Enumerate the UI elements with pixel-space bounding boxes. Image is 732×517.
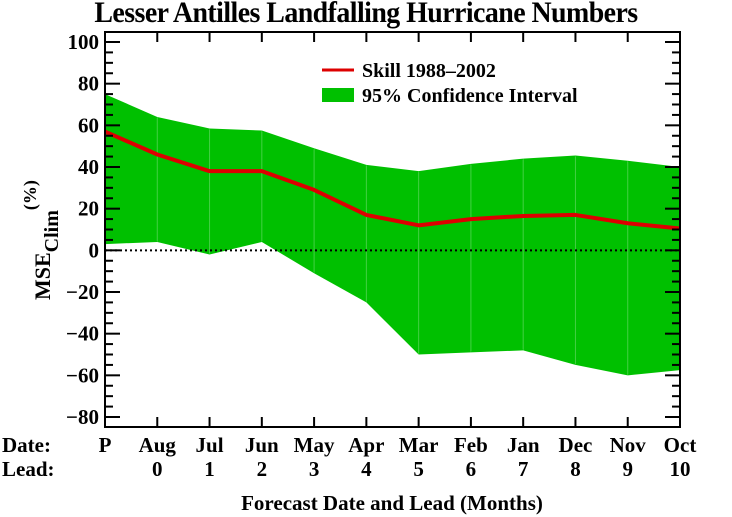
skill-line [104, 129, 681, 231]
y-tick-label: −80 [66, 405, 99, 429]
x-axis-label: Forecast Date and Lead (Months) [241, 491, 543, 515]
x-lead-label: 5 [413, 457, 424, 481]
chart-title: Lesser Antilles Landfalling Hurricane Nu… [94, 0, 638, 29]
y-axis-label-main: MSE [30, 252, 55, 300]
y-tick-label: 100 [68, 30, 100, 54]
confidence-band-segment [261, 130, 315, 274]
x-date-label: May [294, 433, 335, 457]
legend-ci-swatch [322, 88, 354, 102]
confidence-band-segment [575, 155, 628, 376]
y-tick-label: 60 [78, 113, 99, 137]
x-lead-label: 8 [570, 457, 581, 481]
y-tick-label: 40 [78, 155, 99, 179]
x-lead-label: 7 [518, 457, 529, 481]
x-date-label: Nov [610, 433, 647, 457]
confidence-band-segment [627, 160, 680, 376]
confidence-band-segment [105, 94, 158, 245]
x-date-label: Dec [559, 433, 593, 457]
date-row-label: Date: [2, 433, 51, 457]
confidence-band-segment [157, 117, 210, 255]
confidence-band-segment [523, 155, 576, 365]
x-date-label: Mar [399, 433, 439, 457]
y-axis-label-sup: (%) [20, 180, 41, 210]
x-lead-label: 6 [466, 457, 477, 481]
confidence-band-segment [314, 148, 367, 303]
x-lead-label: 4 [361, 457, 372, 481]
x-date-label: Feb [454, 433, 488, 457]
confidence-band-segment [366, 164, 419, 355]
y-axis-label-sub: Clim [41, 210, 63, 253]
y-tick-label: 80 [78, 72, 99, 96]
x-date-label: P [99, 433, 112, 457]
x-lead-label: 3 [309, 457, 320, 481]
confidence-band-segment [209, 128, 262, 255]
x-date-label: Apr [348, 433, 384, 457]
confidence-band-layer [105, 94, 680, 376]
y-tick-label: −40 [66, 322, 99, 346]
x-lead-label: 10 [670, 457, 691, 481]
y-ticks: 100 80 60 40 20 0 −20 −40 −60 −80 [66, 30, 680, 429]
confidence-band-segment [470, 158, 524, 353]
x-date-label: Jun [245, 433, 279, 457]
legend: Skill 1988–2002 95% Confidence Interval [322, 60, 578, 107]
x-lead-label: 0 [152, 457, 163, 481]
legend-ci-label: 95% Confidence Interval [362, 85, 578, 107]
svg-text:MSEClim(%): MSEClim(%) [20, 180, 63, 300]
y-axis-label: MSEClim(%) [20, 180, 63, 300]
confidence-band-segment [418, 163, 471, 355]
y-tick-label: −60 [66, 363, 99, 387]
lead-row-label: Lead: [2, 457, 55, 481]
x-date-label: Jul [196, 433, 224, 457]
y-tick-label: 0 [89, 238, 100, 262]
x-lead-label: 2 [257, 457, 268, 481]
x-date-label: Aug [139, 433, 177, 457]
band-separators [156, 118, 629, 375]
x-lead-label: 1 [204, 457, 215, 481]
y-tick-label: −20 [66, 280, 99, 304]
x-ticks [156, 32, 629, 427]
x-date-label: Jan [507, 433, 540, 457]
y-tick-label: 20 [78, 197, 99, 221]
x-date-label: Oct [664, 433, 697, 457]
legend-skill-label: Skill 1988–2002 [362, 60, 496, 82]
x-lead-label: 9 [622, 457, 633, 481]
